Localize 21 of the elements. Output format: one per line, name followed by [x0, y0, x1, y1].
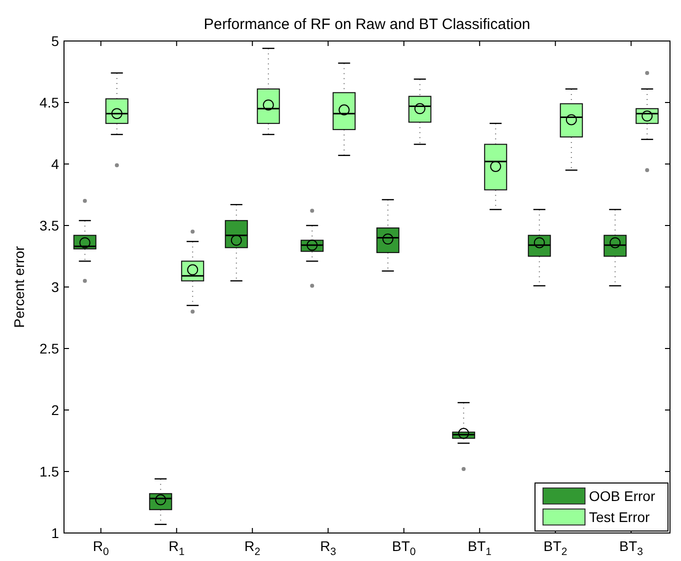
y-tick-label: 1.5	[40, 463, 60, 480]
legend-label: Test Error	[589, 508, 650, 525]
y-tick-label: 3	[51, 278, 60, 295]
y-tick-label: 2	[51, 402, 60, 418]
y-tick-label: 4	[51, 156, 60, 172]
x-tick-label: BT$_{2}$	[544, 538, 568, 558]
legend-label: OOB Error	[589, 488, 656, 504]
chart-title: Performance of RF on Raw and BT Classification	[204, 16, 530, 33]
x-tick-label: R$_{3}$	[320, 538, 336, 558]
x-tick-label: R$_{1}$	[168, 538, 185, 558]
y-tick-label: 4.5	[40, 94, 60, 110]
y-tick-label: 2.5	[40, 340, 60, 356]
x-tick-label: BT$_{3}$	[619, 538, 644, 558]
x-tick-label: R$_{2}$	[244, 538, 261, 558]
x-tick-label: BT$_{1}$	[468, 538, 492, 558]
x-tick-label: R$_{0}$	[92, 538, 110, 558]
y-tick-label: 5	[51, 32, 60, 49]
x-tick-label: BT$_{0}$	[392, 538, 416, 558]
y-tick-label: 3.5	[40, 217, 60, 234]
y-axis-title: Percent error	[11, 246, 27, 328]
y-tick-label: 1	[51, 524, 60, 541]
